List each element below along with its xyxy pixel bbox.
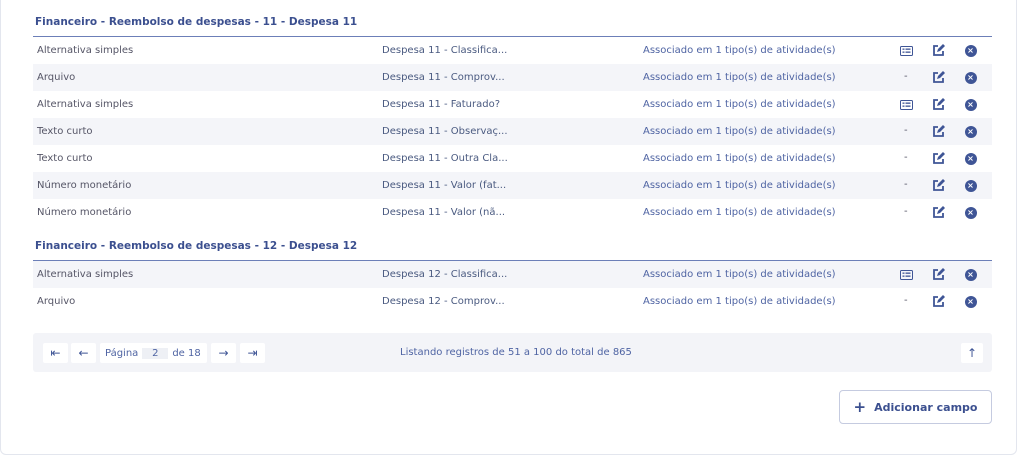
field-association[interactable]: Associado em 1 tipo(s) de atividade(s) — [643, 153, 836, 164]
page-input[interactable]: 2 — [142, 347, 169, 359]
close-icon: × — [964, 295, 977, 308]
field-association[interactable]: Associado em 1 tipo(s) de atividade(s) — [643, 207, 836, 218]
delete-button[interactable]: × — [963, 205, 978, 220]
edit-icon[interactable] — [931, 70, 946, 85]
arrow-right-icon: → — [218, 346, 229, 360]
field-name: Despesa 11 - Valor (fat... — [382, 180, 507, 191]
field-type: Alternativa simples — [37, 99, 134, 110]
edit-icon[interactable] — [931, 97, 946, 112]
page-label: Página — [105, 347, 139, 359]
table-row: Alternativa simples Despesa 11 - Faturad… — [33, 91, 992, 118]
field-type: Número monetário — [37, 207, 132, 218]
table-row: Número monetário Despesa 11 - Valor (nã.… — [33, 199, 992, 226]
last-page-button[interactable]: ⇥ — [240, 343, 265, 363]
edit-icon[interactable] — [931, 43, 946, 58]
edit-icon[interactable] — [931, 151, 946, 166]
options-list-icon[interactable] — [899, 267, 914, 282]
options-list-icon[interactable] — [899, 97, 914, 112]
pagination-bar: ⇤ ← Página 2 de 18 → ⇥ Listando registro… — [33, 333, 992, 372]
field-association[interactable]: Associado em 1 tipo(s) de atividade(s) — [643, 72, 836, 83]
plus-icon: + — [853, 398, 867, 416]
delete-button[interactable]: × — [963, 70, 978, 85]
page-box: Página 2 de 18 — [100, 343, 207, 363]
field-name: Despesa 12 - Comprov... — [382, 296, 505, 307]
records-info: Listando registros de 51 a 100 do total … — [400, 347, 632, 358]
close-icon: × — [964, 179, 977, 192]
field-association[interactable]: Associado em 1 tipo(s) de atividade(s) — [643, 99, 836, 110]
close-icon: × — [964, 125, 977, 138]
close-icon: × — [964, 71, 977, 84]
close-icon: × — [964, 44, 977, 57]
no-options: - — [904, 206, 908, 217]
prev-page-button[interactable]: ← — [71, 343, 96, 363]
page-total: de 18 — [172, 347, 201, 359]
no-options: - — [904, 125, 908, 136]
edit-icon[interactable] — [931, 294, 946, 309]
scroll-top-button[interactable]: ↑ — [961, 343, 983, 363]
edit-icon[interactable] — [931, 267, 946, 282]
group-title: Financeiro - Reembolso de despesas - 12 … — [35, 240, 358, 252]
next-page-button[interactable]: → — [211, 343, 236, 363]
group-title: Financeiro - Reembolso de despesas - 11 … — [35, 16, 358, 28]
add-field-label: Adicionar campo — [874, 400, 978, 414]
table-row: Número monetário Despesa 11 - Valor (fat… — [33, 172, 992, 199]
field-association[interactable]: Associado em 1 tipo(s) de atividade(s) — [643, 269, 836, 280]
field-type: Alternativa simples — [37, 45, 134, 56]
field-association[interactable]: Associado em 1 tipo(s) de atividade(s) — [643, 180, 836, 191]
no-options: - — [904, 295, 908, 306]
field-name: Despesa 11 - Outra Cla... — [382, 153, 508, 164]
group-divider — [33, 36, 992, 37]
field-type: Texto curto — [37, 153, 93, 164]
field-type: Texto curto — [37, 126, 93, 137]
delete-button[interactable]: × — [963, 124, 978, 139]
table-row: Arquivo Despesa 11 - Comprov... Associad… — [33, 64, 992, 91]
field-name: Despesa 12 - Classifica... — [382, 269, 508, 280]
table-row: Texto curto Despesa 11 - Outra Cla... As… — [33, 145, 992, 172]
arrow-up-icon: ↑ — [966, 346, 978, 360]
no-options: - — [904, 179, 908, 190]
close-icon: × — [964, 268, 977, 281]
delete-button[interactable]: × — [963, 267, 978, 282]
no-options: - — [904, 152, 908, 163]
field-type: Alternativa simples — [37, 269, 134, 280]
field-association[interactable]: Associado em 1 tipo(s) de atividade(s) — [643, 126, 836, 137]
field-name: Despesa 11 - Comprov... — [382, 72, 505, 83]
close-icon: × — [964, 206, 977, 219]
table-row: Alternativa simples Despesa 11 - Classif… — [33, 37, 992, 64]
add-field-button[interactable]: + Adicionar campo — [839, 390, 992, 424]
options-list-icon[interactable] — [899, 43, 914, 58]
delete-button[interactable]: × — [963, 151, 978, 166]
delete-button[interactable]: × — [963, 294, 978, 309]
field-name: Despesa 11 - Classifica... — [382, 45, 508, 56]
table-row: Alternativa simples Despesa 12 - Classif… — [33, 261, 992, 288]
no-options: - — [904, 71, 908, 82]
close-icon: × — [964, 98, 977, 111]
close-icon: × — [964, 152, 977, 165]
delete-button[interactable]: × — [963, 178, 978, 193]
field-type: Arquivo — [37, 296, 76, 307]
field-type: Número monetário — [37, 180, 132, 191]
first-page-button[interactable]: ⇤ — [43, 343, 68, 363]
table-row: Arquivo Despesa 12 - Comprov... Associad… — [33, 288, 992, 315]
field-association[interactable]: Associado em 1 tipo(s) de atividade(s) — [643, 296, 836, 307]
field-name: Despesa 11 - Valor (nã... — [382, 207, 506, 218]
group-divider — [33, 260, 992, 261]
delete-button[interactable]: × — [963, 43, 978, 58]
field-type: Arquivo — [37, 72, 76, 83]
first-page-icon: ⇤ — [50, 346, 61, 360]
field-name: Despesa 11 - Observaç... — [382, 126, 508, 137]
field-association[interactable]: Associado em 1 tipo(s) de atividade(s) — [643, 45, 836, 56]
arrow-left-icon: ← — [78, 346, 89, 360]
edit-icon[interactable] — [931, 124, 946, 139]
edit-icon[interactable] — [931, 205, 946, 220]
table-row: Texto curto Despesa 11 - Observaç... Ass… — [33, 118, 992, 145]
field-name: Despesa 11 - Faturado? — [382, 99, 501, 110]
delete-button[interactable]: × — [963, 97, 978, 112]
last-page-icon: ⇥ — [247, 346, 258, 360]
edit-icon[interactable] — [931, 178, 946, 193]
